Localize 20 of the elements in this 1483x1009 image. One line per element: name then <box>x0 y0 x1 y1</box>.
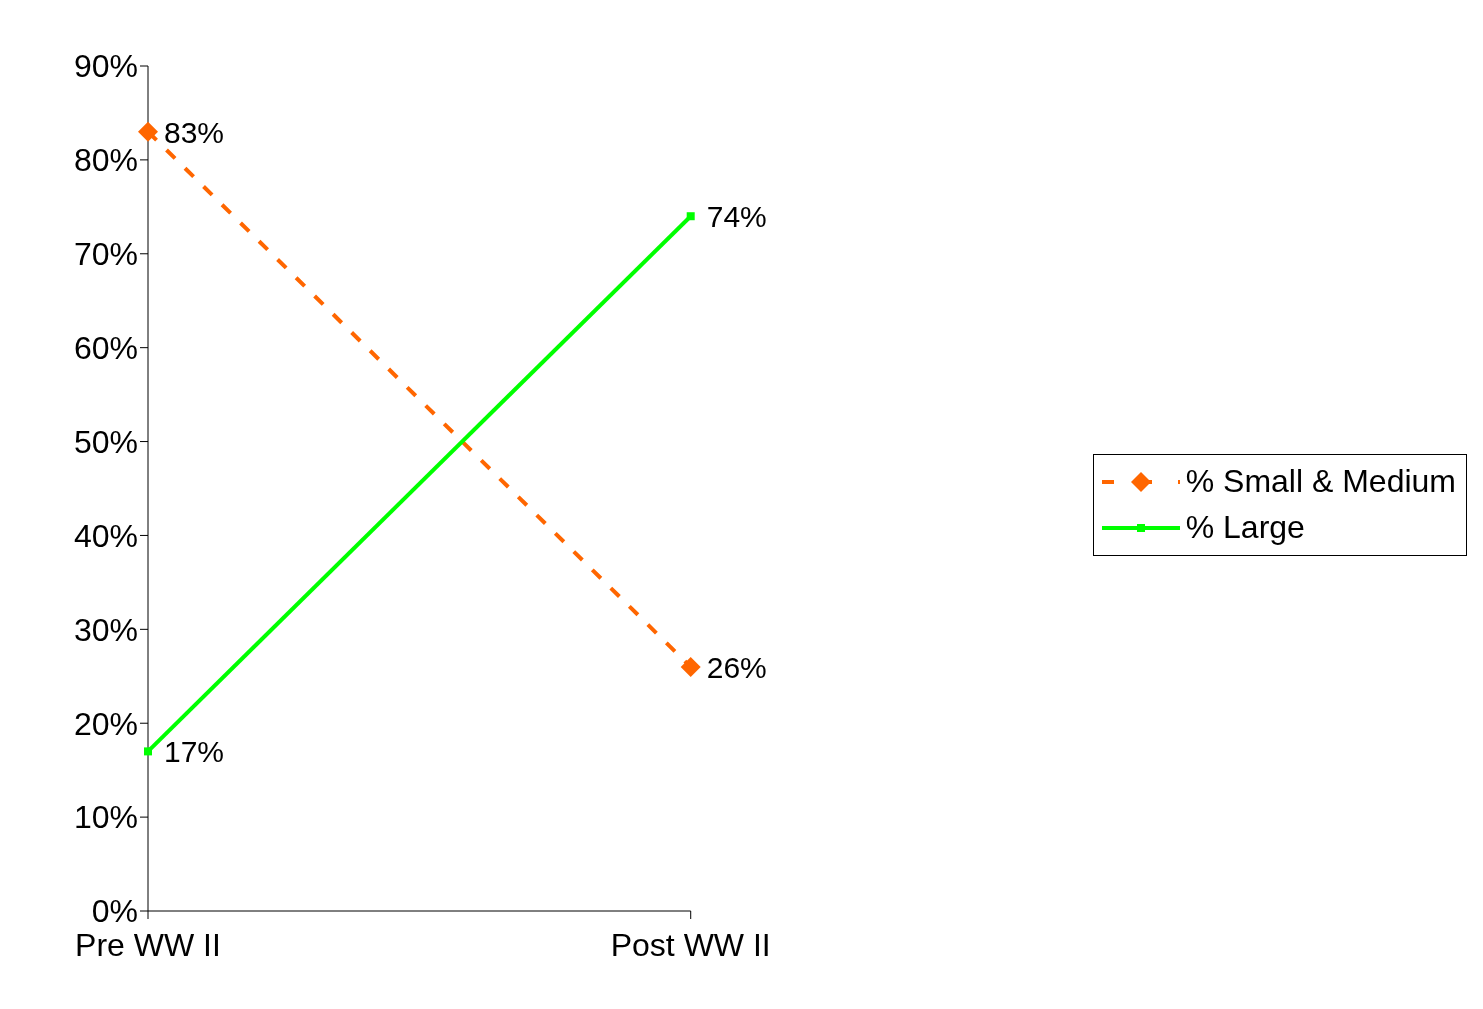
point <box>680 656 701 677</box>
y-tick-label: 20% <box>73 705 138 742</box>
y-tick-label: 50% <box>73 423 138 460</box>
y-tick-label: 30% <box>73 611 138 648</box>
y-tick-label: 70% <box>73 236 138 273</box>
legend-label: % Small & Medium <box>1185 463 1456 500</box>
data-label: 26% <box>706 650 767 684</box>
y-tick-label: 60% <box>73 330 138 367</box>
data-label: 74% <box>706 200 767 234</box>
y-tick-label: 80% <box>73 142 138 179</box>
x-tick-label: Post WW II <box>610 926 771 963</box>
legend-label: % Large <box>1185 509 1305 546</box>
data-label: 17% <box>164 735 225 769</box>
y-tick-label: 40% <box>73 517 138 554</box>
point <box>138 121 158 142</box>
point <box>686 212 695 221</box>
y-tick-label: 90% <box>73 48 138 85</box>
data-label: 83% <box>164 115 225 149</box>
point <box>144 747 152 756</box>
y-tick-label: 10% <box>73 799 138 836</box>
